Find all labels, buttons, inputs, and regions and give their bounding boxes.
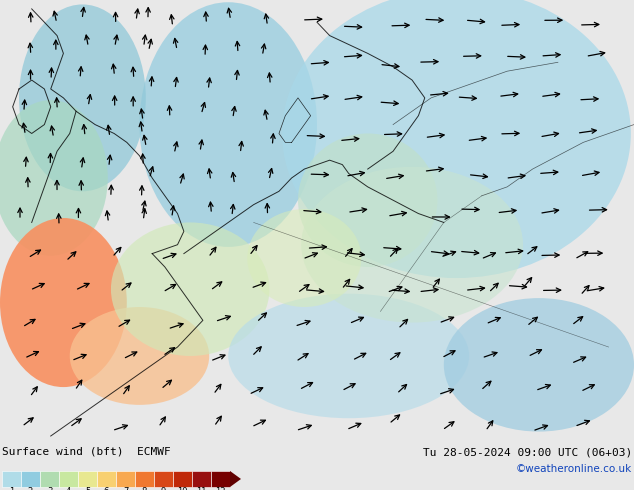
Text: 4: 4 — [66, 488, 71, 490]
Ellipse shape — [19, 4, 146, 191]
Bar — [173, 471, 192, 487]
Text: ©weatheronline.co.uk: ©weatheronline.co.uk — [515, 464, 632, 474]
Bar — [192, 471, 211, 487]
Text: 12: 12 — [216, 488, 226, 490]
Ellipse shape — [282, 0, 631, 278]
Text: 6: 6 — [104, 488, 109, 490]
Bar — [59, 471, 78, 487]
Bar — [154, 471, 173, 487]
Ellipse shape — [247, 209, 361, 307]
Text: 9: 9 — [161, 488, 166, 490]
Bar — [116, 471, 135, 487]
Text: 8: 8 — [142, 488, 147, 490]
Text: 7: 7 — [123, 488, 128, 490]
Ellipse shape — [444, 298, 634, 432]
Ellipse shape — [301, 167, 523, 322]
Text: Tu 28-05-2024 09:00 UTC (06+03): Tu 28-05-2024 09:00 UTC (06+03) — [423, 448, 632, 458]
Text: 11: 11 — [197, 488, 207, 490]
Ellipse shape — [228, 294, 469, 418]
Ellipse shape — [0, 100, 108, 256]
Text: 10: 10 — [178, 488, 188, 490]
Ellipse shape — [70, 307, 209, 405]
Ellipse shape — [0, 218, 127, 387]
Ellipse shape — [111, 222, 269, 356]
Bar — [40, 471, 59, 487]
Bar — [135, 471, 154, 487]
Bar — [78, 471, 97, 487]
Bar — [21, 471, 40, 487]
Bar — [97, 471, 116, 487]
Text: 2: 2 — [28, 488, 33, 490]
Bar — [2, 471, 21, 487]
Bar — [211, 471, 230, 487]
Ellipse shape — [139, 2, 317, 247]
Text: 1: 1 — [9, 488, 14, 490]
Text: 3: 3 — [47, 488, 52, 490]
Text: 5: 5 — [85, 488, 90, 490]
Ellipse shape — [298, 133, 437, 267]
Text: Surface wind (bft)  ECMWF: Surface wind (bft) ECMWF — [2, 447, 171, 457]
Polygon shape — [230, 471, 241, 487]
